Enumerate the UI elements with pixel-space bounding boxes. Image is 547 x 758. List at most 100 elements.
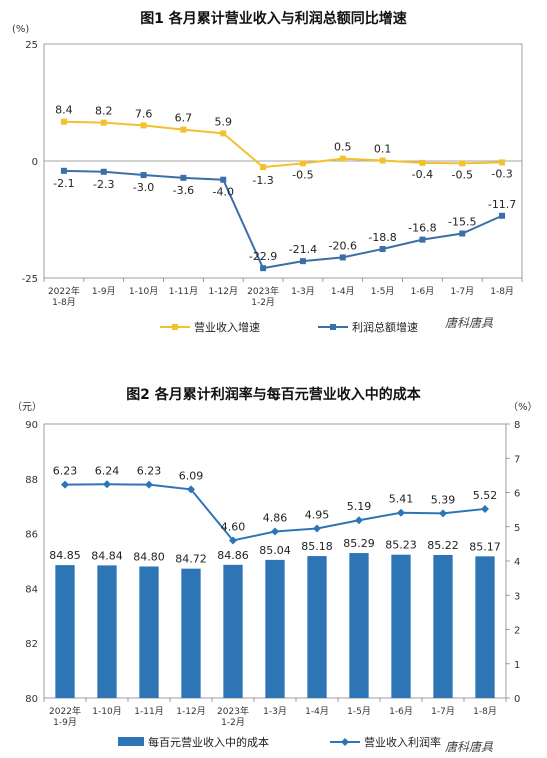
- x-tick-label: 1-10月: [92, 706, 121, 717]
- series-1-marker: [180, 126, 187, 133]
- chart-2-title: 图2 各月累计利润率与每百元营业收入中的成本: [126, 387, 421, 403]
- y-tick-label: 80: [25, 694, 38, 705]
- legend-line-marker: [341, 738, 349, 746]
- series-2-marker: [419, 236, 426, 243]
- x-tick-label: 2022年 1-9月: [49, 705, 81, 728]
- profit-rate-data-label: 5.52: [473, 489, 498, 502]
- x-tick-label: 1-6月: [389, 706, 413, 717]
- profit-rate-data-label: 4.95: [305, 508, 330, 521]
- bar: [223, 564, 243, 698]
- bar: [349, 553, 369, 698]
- bar: [265, 559, 285, 698]
- legend-marker-2: [330, 324, 336, 330]
- series-1-data-label: -1.3: [252, 174, 273, 187]
- series-1-marker: [220, 130, 227, 137]
- x-tick-label: 1-7月: [431, 706, 455, 717]
- series-2-data-label: -11.7: [488, 198, 516, 211]
- x-tick-label: 1-7月: [450, 286, 474, 297]
- legend-bar-swatch: [118, 737, 144, 746]
- bar: [307, 556, 327, 698]
- profit-rate-marker: [439, 509, 447, 518]
- y2-axis-unit: （%）: [508, 401, 538, 413]
- y-tick-label: 0: [32, 157, 38, 168]
- y-axis-unit: (%): [12, 24, 29, 35]
- x-tick-label: 1-8月: [473, 706, 497, 717]
- series-1-data-label: 0.1: [374, 143, 392, 156]
- bar-data-label: 84.86: [217, 549, 249, 562]
- bar-data-label: 84.85: [49, 549, 81, 562]
- series-2-data-label: -4.0: [213, 186, 234, 199]
- legend-label-line: 营业收入利润率: [364, 735, 441, 749]
- series-2-data-label: -2.3: [93, 178, 114, 191]
- bar: [433, 554, 453, 698]
- y-tick-label: 90: [25, 420, 38, 431]
- series-2-marker: [220, 176, 227, 183]
- series-1-data-label: -0.3: [491, 167, 512, 180]
- y2-tick-label: 3: [514, 591, 520, 602]
- profit-rate-data-label: 6.09: [179, 469, 204, 482]
- x-tick-label: 1-5月: [347, 706, 371, 717]
- x-tick-label: 1-10月: [129, 286, 158, 297]
- series-2-data-label: -2.1: [53, 177, 74, 190]
- series-line-1: [63, 120, 503, 169]
- x-tick-label: 2022年 1-8月: [48, 285, 80, 308]
- bar-data-label: 84.80: [133, 550, 165, 563]
- series-1-marker: [339, 155, 346, 162]
- profit-rate-data-label: 4.86: [263, 512, 288, 525]
- series-2-data-label: -3.6: [173, 184, 194, 197]
- series-1-marker: [100, 119, 107, 126]
- bar-data-label: 85.04: [259, 544, 291, 557]
- profit-rate-data-label: 5.41: [389, 493, 414, 506]
- x-tick-label: 1-6月: [411, 286, 435, 297]
- y2-tick-label: 8: [514, 420, 520, 431]
- profit-rate-data-label: 4.60: [221, 520, 246, 533]
- series-2-data-label: -21.4: [289, 243, 317, 256]
- series-2-data-label: -16.8: [408, 222, 436, 235]
- y2-tick-label: 1: [514, 660, 520, 671]
- legend-label-1: 营业收入增速: [194, 320, 260, 334]
- y2-tick-label: 0: [514, 694, 520, 705]
- profit-rate-marker: [397, 508, 405, 517]
- series-2-marker: [379, 245, 386, 252]
- x-tick-label: 1-12月: [209, 286, 238, 297]
- profit-rate-marker: [187, 485, 195, 494]
- profit-rate-marker: [61, 480, 69, 489]
- series-2-data-label: -20.6: [329, 239, 357, 252]
- profit-rate-data-label: 6.24: [95, 464, 120, 477]
- series-2-marker: [60, 167, 67, 174]
- series-1-data-label: -0.5: [292, 168, 313, 181]
- chart-1-watermark: 唐科唐具: [445, 316, 494, 330]
- x-tick-label: 1-8月: [490, 286, 514, 297]
- series-1-marker: [499, 159, 506, 166]
- chart-1-plot: (%) 25 0 -25 2022年 1-8月 1-9月 1-10月 1-11月 1-12月 202…: [12, 24, 523, 334]
- bar-data-label: 85.22: [427, 539, 459, 552]
- chart-1-title: 图1 各月累计营业收入与利润总额同比增速: [140, 11, 407, 27]
- x-tick-label: 2023年 1-2月: [247, 285, 279, 308]
- series-2-data-label: -3.0: [133, 181, 154, 194]
- series-2-marker: [180, 174, 187, 181]
- x-tick-label: 1-4月: [331, 286, 355, 297]
- profit-rate-marker: [313, 524, 321, 533]
- chart-2-watermark: 唐科唐具: [445, 740, 494, 754]
- y-tick-label: 86: [25, 530, 38, 541]
- bar-data-label: 84.84: [91, 549, 123, 562]
- legend-label-bars: 每百元营业收入中的成本: [148, 735, 269, 749]
- profit-rate-marker: [481, 504, 489, 513]
- bar: [139, 566, 159, 698]
- profit-rate-data-label: 6.23: [53, 465, 78, 478]
- series-2-marker: [499, 212, 506, 219]
- x-tick-label: 1-9月: [92, 286, 116, 297]
- series-2-data-label: -22.9: [249, 250, 277, 263]
- series-1-marker: [60, 118, 67, 125]
- bar-data-label: 85.18: [301, 540, 333, 553]
- series-1-marker: [140, 122, 147, 129]
- bar-data-label: 85.29: [343, 537, 375, 550]
- series-1-data-label: 6.7: [175, 112, 193, 125]
- series-2-data-label: -18.8: [368, 231, 396, 244]
- series-1-data-label: 8.4: [55, 104, 73, 117]
- y-axis-unit: （元）: [12, 401, 42, 413]
- series-1-marker: [419, 159, 426, 166]
- bar: [97, 565, 117, 698]
- series-1-data-label: -0.5: [452, 168, 473, 181]
- profit-rate-marker: [355, 516, 363, 525]
